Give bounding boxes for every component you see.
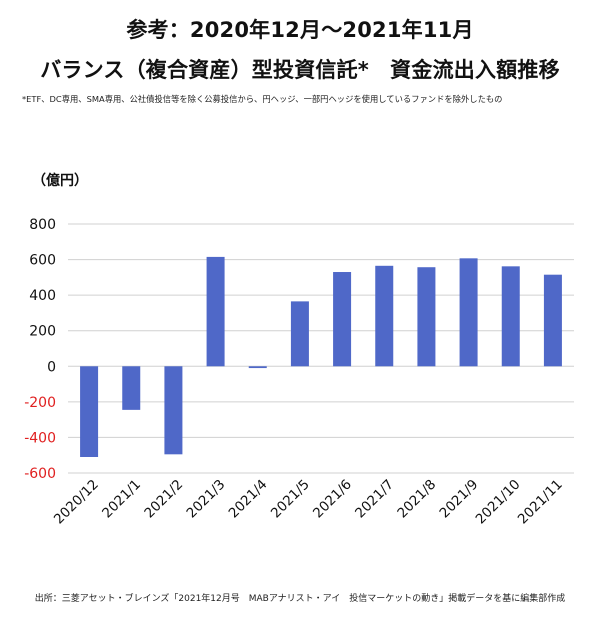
x-tick-label: 2021/6 <box>310 477 355 522</box>
y-axis-unit-label: （億円） <box>32 173 88 189</box>
bar-chart: 8006004002000-200-400-6002020/122021/120… <box>24 217 574 528</box>
y-tick-label: -600 <box>24 466 56 482</box>
x-tick-label: 2021/5 <box>268 477 313 522</box>
y-tick-label: 800 <box>29 217 56 233</box>
chart-title-line1: 参考：2020年12月～2021年11月 <box>126 18 474 42</box>
y-tick-label: 200 <box>29 324 56 340</box>
bar <box>80 366 99 457</box>
x-tick-label: 2021/3 <box>184 477 229 522</box>
bar <box>375 265 394 367</box>
bar <box>501 266 520 367</box>
bar <box>164 366 183 455</box>
bar <box>248 366 267 369</box>
bar <box>333 272 352 367</box>
x-tick-label: 2021/1 <box>99 477 144 522</box>
x-tick-label: 2021/4 <box>226 477 271 522</box>
x-tick-label: 2021/10 <box>473 477 524 528</box>
x-tick-label: 2020/12 <box>51 477 102 528</box>
bar <box>122 366 141 410</box>
chart-note: *ETF、DC専用、SMA専用、公社債投信等を除く公募投信から、円ヘッジ、一部円… <box>22 94 503 104</box>
chart-title-line2: バランス（複合資産）型投資信託* 資金流出入額推移 <box>40 58 560 82</box>
y-tick-label: 0 <box>47 359 56 375</box>
y-tick-label: 600 <box>29 253 56 269</box>
y-tick-label: -400 <box>24 430 56 446</box>
bar <box>459 258 478 367</box>
x-tick-label: 2021/7 <box>352 477 397 522</box>
bar <box>417 267 436 367</box>
y-tick-label: 400 <box>29 288 56 304</box>
y-tick-label: -200 <box>24 395 56 411</box>
bar <box>206 256 225 367</box>
bar <box>543 274 562 367</box>
bar <box>290 301 309 367</box>
source-note: 出所：三菱アセット・ブレインズ「2021年12月号 MABアナリスト・アイ 投信… <box>34 594 566 604</box>
x-tick-label: 2021/2 <box>141 477 186 522</box>
x-tick-label: 2021/8 <box>394 477 439 522</box>
x-tick-label: 2021/11 <box>515 477 566 528</box>
